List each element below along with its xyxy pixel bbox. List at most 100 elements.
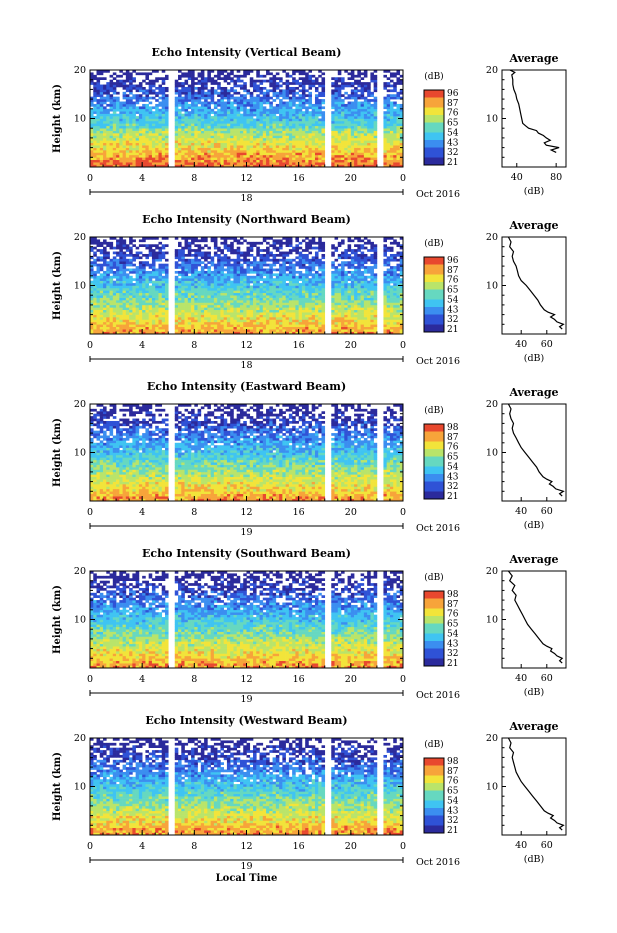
- heatmap-cell: [116, 281, 120, 284]
- heatmap-cell: [295, 80, 299, 83]
- heatmap-cell: [175, 327, 179, 330]
- heatmap-cell: [273, 131, 277, 134]
- heatmap-cell: [97, 119, 101, 122]
- heatmap-cell: [387, 131, 391, 134]
- heatmap-cell: [145, 271, 149, 274]
- heatmap-cell: [321, 106, 325, 109]
- heatmap-cell: [338, 102, 342, 105]
- heatmap-cell: [116, 286, 120, 289]
- heatmap-cell: [361, 114, 365, 117]
- heatmap-cell: [351, 111, 355, 114]
- heatmap-cell: [383, 162, 387, 165]
- heatmap-cell: [194, 155, 198, 158]
- heatmap-cell: [315, 111, 319, 114]
- heatmap-cell: [142, 298, 146, 301]
- heatmap-cell: [217, 307, 221, 310]
- heatmap-cell: [119, 276, 123, 279]
- heatmap-cell: [123, 148, 127, 151]
- heatmap-cell: [181, 281, 185, 284]
- heatmap-cell: [113, 143, 117, 146]
- heatmap-cell: [217, 160, 221, 163]
- heatmap-cell: [106, 150, 110, 153]
- heatmap-cell: [165, 305, 169, 308]
- heatmap-cell: [286, 109, 290, 112]
- heatmap-cell: [217, 92, 221, 95]
- heatmap-cell: [266, 155, 270, 158]
- colorbar-segment: [424, 135, 444, 138]
- heatmap-cell: [204, 290, 208, 293]
- heatmap-cell: [247, 283, 251, 286]
- heatmap-cell: [233, 278, 237, 281]
- heatmap-cell: [162, 157, 166, 160]
- heatmap-cell: [224, 145, 228, 148]
- heatmap-cell: [286, 119, 290, 122]
- heatmap-cell: [158, 283, 162, 286]
- heatmap-cell: [207, 302, 211, 305]
- heatmap-cell: [393, 119, 397, 122]
- heatmap-cell: [243, 281, 247, 284]
- heatmap-cell: [93, 315, 97, 318]
- heatmap-cell: [393, 72, 397, 75]
- heatmap-cell: [106, 152, 110, 155]
- heatmap-cell: [214, 104, 218, 107]
- heatmap-cell: [289, 162, 293, 165]
- heatmap-cell: [126, 281, 130, 284]
- heatmap-cell: [90, 290, 94, 293]
- heatmap-cell: [247, 131, 251, 134]
- heatmap-cell: [93, 121, 97, 124]
- heatmap-cell: [178, 114, 182, 117]
- heatmap-cell: [207, 143, 211, 146]
- heatmap-cell: [181, 138, 185, 141]
- heatmap-cell: [207, 140, 211, 143]
- heatmap-cell: [119, 104, 123, 107]
- heatmap-cell: [214, 239, 218, 242]
- heatmap-cell: [276, 140, 280, 143]
- heatmap-cell: [126, 312, 130, 315]
- heatmap-cell: [240, 312, 244, 315]
- heatmap-cell: [93, 278, 97, 281]
- heatmap-cell: [224, 75, 228, 78]
- heatmap-cell: [194, 145, 198, 148]
- heatmap-cell: [393, 145, 397, 148]
- heatmap-cell: [207, 324, 211, 327]
- heatmap-cell: [116, 327, 120, 330]
- heatmap-cell: [390, 85, 394, 88]
- heatmap-cell: [113, 155, 117, 158]
- heatmap-cell: [263, 155, 267, 158]
- heatmap-cell: [240, 322, 244, 325]
- heatmap-cell: [201, 315, 205, 318]
- heatmap-cell: [253, 152, 257, 155]
- heatmap-cell: [207, 295, 211, 298]
- heatmap-cell: [240, 116, 244, 119]
- heatmap-cell: [136, 322, 140, 325]
- heatmap-cell: [312, 116, 316, 119]
- heatmap-cell: [318, 138, 322, 141]
- heatmap-cell: [129, 150, 133, 153]
- heatmap-cell: [312, 75, 316, 78]
- heatmap-cell: [129, 99, 133, 102]
- heatmap-cell: [142, 324, 146, 327]
- heatmap-cell: [233, 82, 237, 85]
- heatmap-cell: [207, 261, 211, 264]
- heatmap-cell: [286, 143, 290, 146]
- heatmap-cell: [253, 157, 257, 160]
- heatmap-cell: [123, 307, 127, 310]
- heatmap-cell: [113, 247, 117, 250]
- heatmap-cell: [286, 104, 290, 107]
- heatmap-cell: [393, 97, 397, 100]
- heatmap-cell: [354, 114, 358, 117]
- heatmap-cell: [256, 327, 260, 330]
- heatmap-cell: [299, 97, 303, 100]
- heatmap-cell: [344, 160, 348, 163]
- heatmap-cell: [256, 143, 260, 146]
- heatmap-cell: [240, 75, 244, 78]
- heatmap-cell: [188, 126, 192, 129]
- heatmap-cell: [214, 244, 218, 247]
- heatmap-cell: [253, 259, 257, 262]
- heatmap-cell: [256, 269, 260, 272]
- heatmap-cell: [276, 148, 280, 151]
- heatmap-cell: [237, 119, 241, 122]
- heatmap-cell: [321, 157, 325, 160]
- heatmap-cell: [198, 119, 202, 122]
- heatmap-cell: [348, 128, 352, 131]
